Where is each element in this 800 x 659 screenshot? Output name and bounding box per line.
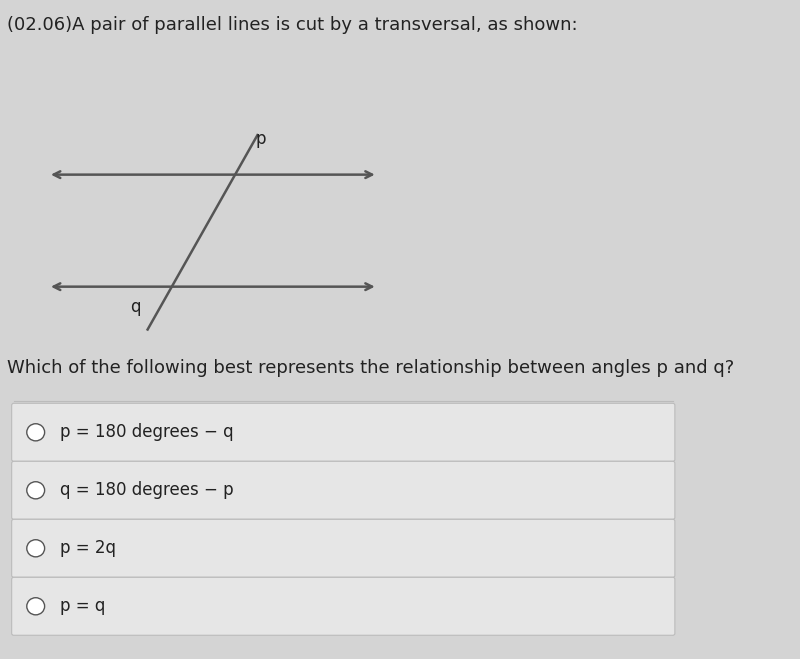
- FancyBboxPatch shape: [12, 577, 675, 635]
- Text: (02.06)A pair of parallel lines is cut by a transversal, as shown:: (02.06)A pair of parallel lines is cut b…: [7, 16, 578, 34]
- Text: p = 2q: p = 2q: [61, 539, 117, 558]
- FancyBboxPatch shape: [12, 461, 675, 519]
- Circle shape: [26, 598, 45, 615]
- Circle shape: [26, 482, 45, 499]
- FancyBboxPatch shape: [12, 519, 675, 577]
- Text: Which of the following best represents the relationship between angles p and q?: Which of the following best represents t…: [7, 359, 734, 377]
- Text: p = 180 degrees − q: p = 180 degrees − q: [61, 423, 234, 442]
- Circle shape: [26, 424, 45, 441]
- FancyBboxPatch shape: [12, 403, 675, 461]
- Text: q = 180 degrees − p: q = 180 degrees − p: [61, 481, 234, 500]
- Circle shape: [26, 540, 45, 557]
- Text: q: q: [130, 298, 141, 316]
- Text: p = q: p = q: [61, 597, 106, 616]
- Text: p: p: [255, 130, 266, 148]
